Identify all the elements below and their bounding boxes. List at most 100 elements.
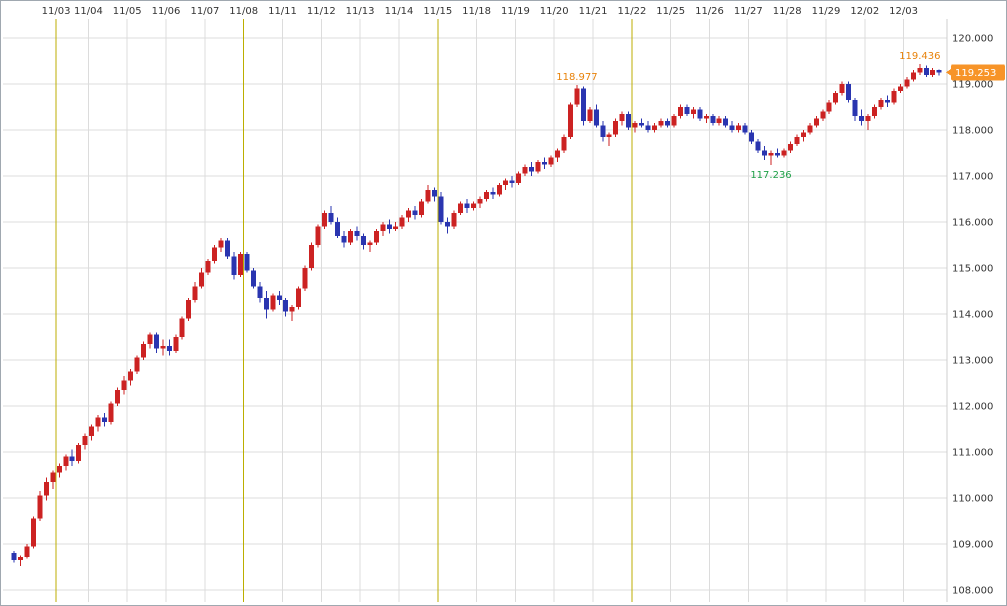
candle-body[interactable]	[244, 254, 250, 271]
candle-body[interactable]	[108, 403, 114, 423]
candle-body[interactable]	[69, 456, 75, 462]
candle-body[interactable]	[225, 240, 231, 257]
candle-body[interactable]	[82, 435, 88, 446]
candle-body[interactable]	[231, 256, 237, 275]
candle-body[interactable]	[302, 268, 308, 289]
candle-body[interactable]	[774, 153, 780, 156]
candle-body[interactable]	[645, 125, 651, 130]
candle-body[interactable]	[63, 456, 69, 466]
candle-body[interactable]	[664, 120, 670, 126]
candle-body[interactable]	[283, 300, 289, 312]
candle-body[interactable]	[212, 247, 218, 262]
candle-body[interactable]	[477, 199, 483, 204]
candle-body[interactable]	[923, 67, 929, 75]
candle-body[interactable]	[561, 136, 567, 151]
candle-body[interactable]	[134, 357, 140, 372]
candle-body[interactable]	[554, 150, 560, 158]
candle-body[interactable]	[794, 136, 800, 144]
candle-body[interactable]	[936, 70, 942, 73]
candle-body[interactable]	[425, 189, 431, 202]
candle-body[interactable]	[457, 203, 463, 213]
candle-body[interactable]	[127, 371, 133, 381]
candle-body[interactable]	[503, 180, 509, 186]
candle-body[interactable]	[354, 231, 360, 236]
candle-body[interactable]	[729, 125, 735, 130]
candle-body[interactable]	[613, 120, 619, 135]
candle-body[interactable]	[490, 192, 496, 195]
candle-body[interactable]	[153, 334, 159, 349]
candle-body[interactable]	[820, 111, 826, 119]
candle-body[interactable]	[140, 343, 146, 358]
candle-body[interactable]	[218, 240, 224, 248]
candle-body[interactable]	[328, 212, 334, 222]
candle-body[interactable]	[399, 217, 405, 227]
candle-body[interactable]	[593, 109, 599, 126]
candle-body[interactable]	[723, 118, 729, 126]
candle-body[interactable]	[606, 134, 612, 137]
candle-body[interactable]	[574, 88, 580, 105]
candle-body[interactable]	[859, 116, 865, 121]
candle-body[interactable]	[102, 417, 108, 423]
candle-body[interactable]	[917, 67, 923, 73]
candle-body[interactable]	[115, 389, 121, 404]
candle-body[interactable]	[192, 286, 198, 301]
candle-body[interactable]	[37, 495, 43, 519]
candle-body[interactable]	[296, 288, 302, 308]
candle-body[interactable]	[839, 84, 845, 94]
candle-body[interactable]	[639, 123, 645, 126]
candle-body[interactable]	[451, 212, 457, 227]
candle-body[interactable]	[309, 245, 315, 268]
candle-body[interactable]	[800, 132, 806, 137]
candle-body[interactable]	[872, 107, 878, 117]
candle-body[interactable]	[658, 120, 664, 126]
candle-body[interactable]	[522, 166, 528, 174]
candle-body[interactable]	[56, 465, 62, 473]
candle-body[interactable]	[89, 426, 95, 436]
candle-body[interactable]	[160, 346, 166, 349]
candle-body[interactable]	[509, 180, 515, 183]
candle-body[interactable]	[360, 235, 366, 245]
candle-body[interactable]	[742, 125, 748, 133]
candle-body[interactable]	[393, 226, 399, 229]
candle-body[interactable]	[412, 210, 418, 216]
candle-body[interactable]	[852, 100, 858, 117]
candle-body[interactable]	[652, 125, 658, 130]
candle-body[interactable]	[43, 481, 49, 496]
candle-body[interactable]	[121, 380, 127, 390]
candle-body[interactable]	[367, 242, 373, 245]
candle-body[interactable]	[626, 113, 632, 128]
candle-body[interactable]	[884, 100, 890, 103]
candle-body[interactable]	[904, 79, 910, 87]
candle-body[interactable]	[587, 109, 593, 121]
candle-body[interactable]	[199, 272, 205, 287]
candle-body[interactable]	[580, 88, 586, 121]
candle-body[interactable]	[865, 116, 871, 121]
candle-body[interactable]	[710, 116, 716, 124]
candle-body[interactable]	[186, 300, 192, 319]
candle-body[interactable]	[315, 226, 321, 245]
candle-body[interactable]	[263, 297, 269, 310]
candle-body[interactable]	[619, 113, 625, 121]
candle-body[interactable]	[438, 196, 444, 222]
candle-body[interactable]	[897, 86, 903, 91]
candle-body[interactable]	[173, 337, 179, 351]
candle-body[interactable]	[95, 417, 101, 427]
candle-body[interactable]	[496, 185, 502, 195]
candle-body[interactable]	[250, 270, 256, 287]
candle-body[interactable]	[690, 109, 696, 114]
candle-body[interactable]	[891, 90, 897, 103]
candle-body[interactable]	[444, 222, 450, 227]
candle-body[interactable]	[535, 162, 541, 172]
candle-body[interactable]	[762, 150, 768, 156]
candle-body[interactable]	[276, 295, 282, 301]
candle-body[interactable]	[205, 261, 211, 273]
candle-body[interactable]	[529, 166, 535, 172]
candle-body[interactable]	[30, 518, 36, 547]
candle-body[interactable]	[347, 231, 353, 243]
candle-body[interactable]	[781, 150, 787, 156]
candle-body[interactable]	[671, 116, 677, 126]
candle-body[interactable]	[833, 93, 839, 103]
candle-body[interactable]	[257, 286, 263, 298]
candle-body[interactable]	[386, 224, 392, 229]
